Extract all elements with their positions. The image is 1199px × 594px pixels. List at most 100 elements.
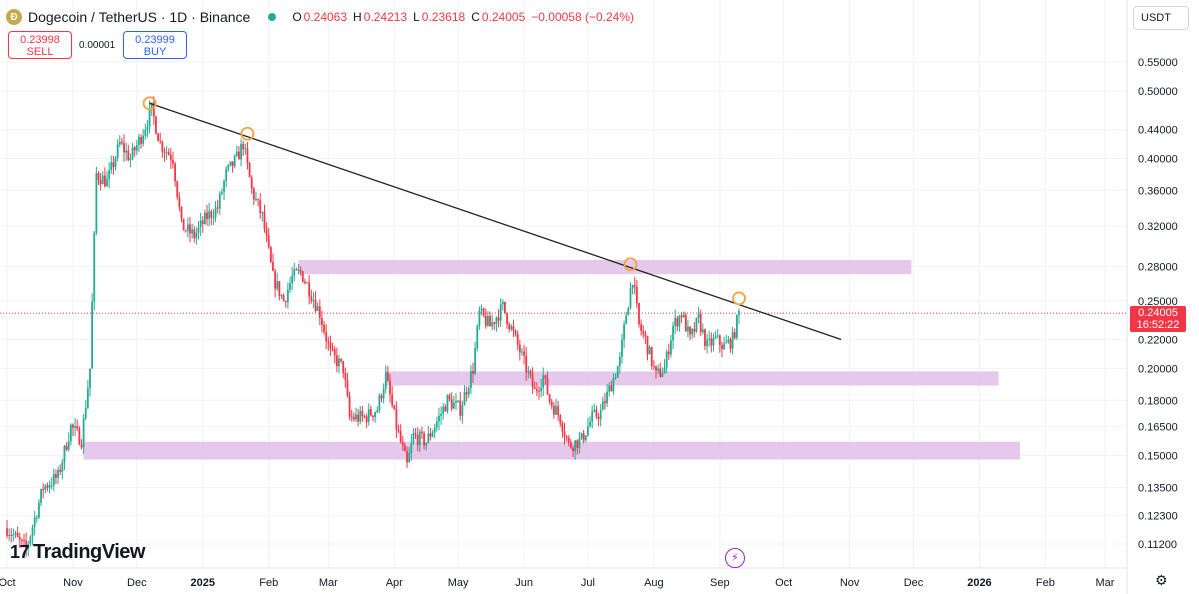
candle-body bbox=[527, 371, 530, 373]
candle-body bbox=[282, 295, 285, 302]
candle-body bbox=[538, 391, 540, 393]
candle-body bbox=[523, 351, 525, 356]
candle-body bbox=[210, 211, 213, 218]
ohlc-readout: O 0.24063 H 0.24213 L 0.23618 C 0.24005 −0.0… bbox=[292, 10, 638, 24]
candle-body bbox=[125, 150, 128, 153]
candle-body bbox=[550, 401, 553, 406]
candle-body bbox=[146, 126, 149, 130]
sell-button[interactable]: 0.23998 SELL bbox=[8, 31, 72, 59]
candle-body bbox=[670, 340, 672, 355]
candle-body bbox=[591, 411, 594, 422]
candle-body bbox=[429, 433, 432, 437]
candle-body bbox=[310, 296, 313, 301]
candle-body bbox=[297, 269, 300, 271]
candle-body bbox=[229, 161, 232, 166]
x-tick-label: Aug bbox=[644, 577, 664, 589]
candle-body bbox=[599, 410, 602, 420]
candle-body bbox=[76, 426, 79, 429]
market-open-icon bbox=[268, 13, 277, 21]
candle-body bbox=[529, 371, 532, 375]
candle-body bbox=[138, 137, 140, 145]
candle-body bbox=[50, 485, 53, 487]
candle-body bbox=[504, 301, 506, 313]
y-tick-label: 0.55000 bbox=[1138, 57, 1178, 69]
candle-body bbox=[91, 301, 94, 369]
candle-body bbox=[338, 358, 340, 367]
candle-body bbox=[242, 143, 245, 150]
candle-body bbox=[299, 269, 302, 272]
candle-body bbox=[52, 474, 55, 486]
candle-body bbox=[689, 326, 691, 335]
candle-body bbox=[6, 528, 8, 536]
symbol-title[interactable]: Dogecoin / TetherUS · 1D · Binance bbox=[28, 9, 251, 25]
touch-markers bbox=[142, 96, 746, 306]
candle-body bbox=[731, 332, 734, 349]
candle-body bbox=[555, 406, 557, 415]
currency-selector[interactable]: USDT bbox=[1133, 6, 1189, 30]
tradingview-logo[interactable]: 17 TradingView bbox=[10, 541, 145, 564]
candle-body bbox=[544, 375, 547, 378]
candle-body bbox=[203, 212, 206, 224]
candlesticks bbox=[6, 96, 740, 557]
candle-body bbox=[110, 162, 113, 170]
candle-body bbox=[674, 318, 677, 326]
candle-body bbox=[495, 317, 498, 325]
x-tick-label: Jun bbox=[515, 577, 533, 589]
candle-body bbox=[335, 355, 338, 367]
candle-body bbox=[306, 282, 308, 284]
candle-body bbox=[482, 308, 485, 316]
candle-body bbox=[278, 281, 281, 297]
candle-body bbox=[593, 409, 596, 412]
candle-body bbox=[286, 289, 289, 302]
candle-body bbox=[133, 147, 136, 151]
candle-body bbox=[318, 306, 321, 319]
candle-body bbox=[86, 388, 89, 409]
gear-icon[interactable]: ⚙ bbox=[1155, 572, 1168, 588]
candle-body bbox=[455, 401, 457, 403]
candle-body bbox=[78, 428, 81, 445]
candle-body bbox=[233, 155, 236, 167]
candle-body bbox=[708, 338, 711, 340]
lightning-icon[interactable]: ⚡ bbox=[725, 548, 745, 568]
candle-body bbox=[44, 485, 47, 490]
candle-body bbox=[101, 175, 104, 185]
candle-body bbox=[291, 275, 294, 284]
candle-body bbox=[687, 326, 689, 332]
candle-body bbox=[25, 540, 28, 549]
candle-body bbox=[391, 394, 394, 406]
candle-body bbox=[252, 188, 255, 200]
candle-body bbox=[450, 399, 453, 409]
grid bbox=[0, 0, 1127, 568]
tradingview-logo-icon: 17 bbox=[10, 542, 30, 562]
candle-body bbox=[372, 415, 374, 418]
x-tick-label: 2025 bbox=[191, 577, 215, 589]
buy-price: 0.23999 bbox=[135, 34, 175, 46]
candle-body bbox=[155, 116, 157, 134]
candle-body bbox=[448, 395, 451, 400]
candle-body bbox=[710, 338, 713, 346]
open-label: O bbox=[292, 10, 302, 24]
candle-body bbox=[578, 437, 581, 449]
buy-button[interactable]: 0.23999 BUY bbox=[123, 31, 187, 59]
price-zone bbox=[298, 260, 912, 275]
candle-body bbox=[480, 308, 483, 311]
candle-body bbox=[238, 151, 240, 160]
candle-body bbox=[557, 406, 560, 416]
candle-body bbox=[691, 328, 694, 335]
candle-body bbox=[342, 360, 345, 374]
candle-body bbox=[197, 226, 200, 233]
candle-body bbox=[565, 436, 568, 438]
candle-body bbox=[497, 317, 500, 321]
candle-body bbox=[40, 489, 42, 503]
candle-body bbox=[648, 346, 651, 355]
candle-body bbox=[369, 409, 372, 416]
candle-body bbox=[65, 445, 68, 450]
x-tick-label: Oct bbox=[0, 577, 16, 589]
candle-body bbox=[176, 181, 179, 198]
candle-body bbox=[386, 372, 389, 381]
time-axis: Oct Nov Dec 2025 Feb Mar Apr May Jun Jul Aug Sep Oct… bbox=[0, 577, 1115, 589]
candle-body bbox=[410, 442, 413, 453]
candle-body bbox=[567, 437, 570, 443]
candle-body bbox=[540, 387, 543, 392]
